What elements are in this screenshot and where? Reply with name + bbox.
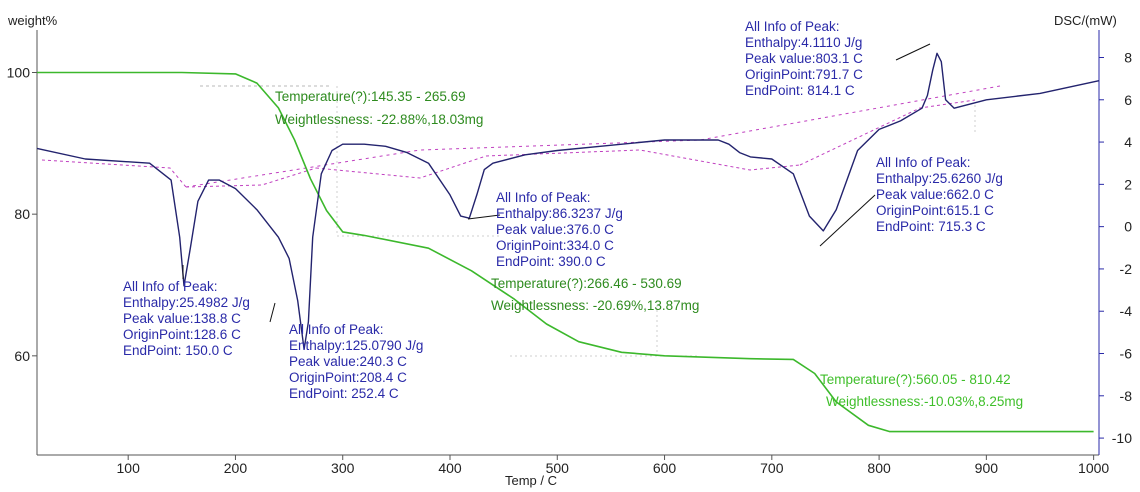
annotation-5-line-2: Enthalpy:4.1110 J/g (745, 35, 862, 50)
annotation-1-line-5: EndPoint: 150.0 C (123, 343, 233, 358)
x-tick-label: 500 (546, 460, 570, 476)
y-right-axis-title: DSC/(mW) (1054, 13, 1117, 28)
weight-loss-label-1: Temperature(?):145.35 - 265.69 Weightles… (275, 89, 483, 127)
y-right-tick-label: -4 (1120, 303, 1133, 319)
annotation-4-line-1: All Info of Peak: (876, 155, 971, 170)
tga-weight-curve (37, 71, 1094, 433)
peak-annotation-3: All Info of Peak: Enthalpy:86.3237 J/g P… (496, 190, 623, 269)
guide-lines (41, 85, 1001, 357)
weight-loss-1-value: Weightlessness: -22.88%,18.03mg (275, 112, 483, 127)
leader-peak-4 (819, 194, 876, 247)
leader-peak-5 (895, 43, 931, 61)
peak-annotation-1: All Info of Peak: Enthalpy:25.4982 J/g P… (123, 279, 250, 358)
weight-loss-2-value: Weightlessness: -20.69%,13.87mg (491, 298, 699, 313)
y-right-tick-label: 2 (1124, 176, 1132, 192)
peak-annotation-2: All Info of Peak: Enthalpy:125.0790 J/g … (289, 322, 423, 401)
y-left-axis-title: weight% (7, 13, 58, 28)
annotation-4-line-4: OriginPoint:615.1 C (876, 203, 994, 218)
weight-loss-1-temperature: Temperature(?):145.35 - 265.69 (275, 89, 466, 104)
annotation-2-line-1: All Info of Peak: (289, 322, 384, 337)
peak-annotation-4: All Info of Peak: Enthalpy:25.6260 J/g P… (876, 155, 1003, 234)
x-axis-title: Temp / C (505, 473, 557, 488)
x-tick-label: 300 (331, 460, 355, 476)
annotation-3-line-3: Peak value:376.0 C (496, 222, 614, 237)
annotation-4-line-3: Peak value:662.0 C (876, 187, 994, 202)
annotation-3-line-2: Enthalpy:86.3237 J/g (496, 206, 623, 221)
annotation-2-line-2: Enthalpy:125.0790 J/g (289, 338, 423, 353)
annotation-5-line-3: Peak value:803.1 C (745, 51, 863, 66)
weight-loss-label-3: Temperature(?):560.05 - 810.42 Weightles… (820, 372, 1023, 409)
annotation-3-line-4: OriginPoint:334.0 C (496, 238, 614, 253)
x-tick-label: 1000 (1078, 460, 1109, 476)
baseline-peak-1 (41, 159, 187, 188)
annotation-5-line-5: EndPoint: 814.1 C (745, 83, 855, 98)
y-right-tick-label: -8 (1120, 388, 1133, 404)
x-tick-label: 600 (653, 460, 677, 476)
baseline-peak-4 (485, 149, 801, 171)
annotation-1-line-3: Peak value:138.8 C (123, 311, 241, 326)
leader-lines (182, 43, 931, 323)
weight-loss-3-temperature: Temperature(?):560.05 - 810.42 (820, 372, 1011, 387)
x-tick-label: 200 (224, 460, 248, 476)
series-layer (36, 52, 1100, 433)
peak-annotation-5: All Info of Peak: Enthalpy:4.1110 J/g Pe… (745, 19, 863, 98)
annotation-2-line-5: EndPoint: 252.4 C (289, 386, 399, 401)
weight-loss-2-temperature: Temperature(?):266.46 - 530.69 (491, 276, 682, 291)
x-tick-label: 900 (975, 460, 999, 476)
leader-peak-3 (467, 214, 501, 220)
annotation-4-line-2: Enthalpy:25.6260 J/g (876, 171, 1003, 186)
annotation-1-line-1: All Info of Peak: (123, 279, 218, 294)
ticks-layer: 100 200 300 400 500 600 700 800 900 1000100806086… (7, 49, 1133, 476)
baseline-peak-2 (185, 167, 317, 188)
baseline-peak-3 (315, 155, 487, 179)
y-right-tick-label: 8 (1124, 49, 1132, 65)
y-right-tick-label: -10 (1112, 430, 1132, 446)
annotation-1-line-2: Enthalpy:25.4982 J/g (123, 295, 250, 310)
y-left-tick-label: 100 (7, 65, 31, 81)
y-right-tick-label: 4 (1124, 134, 1132, 150)
weight-loss-3-value: Weightlessness:-10.03%,8.25mg (826, 394, 1023, 409)
x-tick-label: 100 (117, 460, 141, 476)
x-tick-label: 400 (438, 460, 462, 476)
annotation-1-line-4: OriginPoint:128.6 C (123, 327, 241, 342)
y-left-tick-label: 60 (14, 348, 30, 364)
weight-loss-label-2: Temperature(?):266.46 - 530.69 Weightles… (491, 276, 699, 313)
annotation-5-line-4: OriginPoint:791.7 C (745, 67, 863, 82)
annotation-2-line-3: Peak value:240.3 C (289, 354, 407, 369)
x-tick-label: 700 (760, 460, 784, 476)
annotation-5-line-1: All Info of Peak: (745, 19, 840, 34)
y-right-tick-label: -6 (1120, 346, 1133, 362)
y-left-tick-label: 80 (14, 206, 30, 222)
annotation-3-line-1: All Info of Peak: (496, 190, 591, 205)
dsc-heat-flow-curve (36, 52, 1100, 350)
leader-peak-2 (269, 302, 276, 323)
y-right-tick-label: 6 (1124, 92, 1132, 108)
annotation-4-line-5: EndPoint: 715.3 C (876, 219, 986, 234)
annotation-3-line-5: EndPoint: 390.0 C (496, 254, 606, 269)
baseline-peak-5 (799, 99, 976, 166)
annotation-2-line-4: OriginPoint:208.4 C (289, 370, 407, 385)
y-right-tick-label: 0 (1124, 219, 1132, 235)
x-tick-label: 800 (867, 460, 891, 476)
y-right-tick-label: -2 (1120, 261, 1133, 277)
